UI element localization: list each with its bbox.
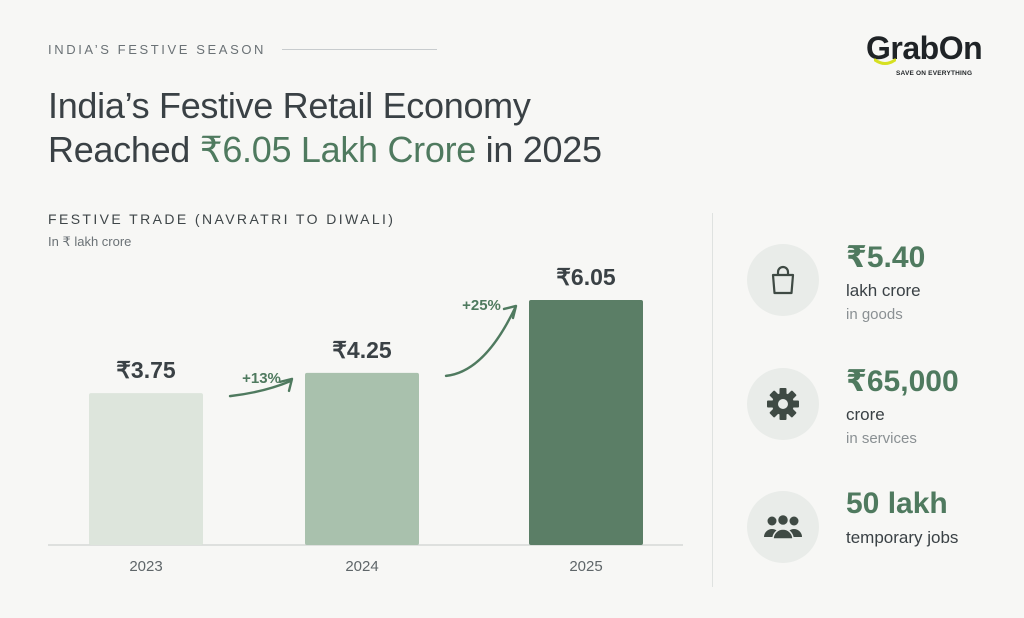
title-line-1: India’s Festive Retail Economy xyxy=(48,85,531,126)
title-line-2-pre: Reached xyxy=(48,129,200,170)
stat-value: 50 lakh xyxy=(846,487,948,520)
bar-chart: ₹3.75 2023 ₹4.25 2024 ₹6.05 2025 +13% +25% xyxy=(48,264,683,575)
chart-title: FESTIVE TRADE (NAVRATRI TO DIWALI) xyxy=(48,211,396,227)
stat-unit: temporary jobs xyxy=(846,528,959,547)
growth-arrow-2 xyxy=(444,306,517,378)
stat-jobs: 50 lakh temporary jobs xyxy=(747,487,1007,567)
growth-arrow-1 xyxy=(228,379,293,398)
growth-label-1: +13% xyxy=(242,370,281,387)
chart-subtitle: In ₹ lakh crore xyxy=(48,234,132,249)
logo-wordmark: GrabOn xyxy=(866,30,983,66)
stat-services: ₹65,000 crore in services xyxy=(747,365,1007,447)
logo-swoosh-icon xyxy=(874,58,896,65)
logo-tagline: SAVE ON EVERYTHING xyxy=(896,70,973,77)
title-highlight: ₹6.05 Lakh Crore xyxy=(199,129,477,170)
bar-2023 xyxy=(89,393,203,545)
page-title: India’s Festive Retail Economy Reached ₹… xyxy=(48,84,602,172)
divider xyxy=(712,213,713,587)
title-line-2-post: in 2025 xyxy=(475,129,602,170)
bar-2025 xyxy=(529,299,643,545)
eyebrow-rule xyxy=(282,49,437,50)
data-label-2023: ₹3.75 xyxy=(116,357,176,383)
growth-arrowhead-1 xyxy=(278,377,294,393)
stat-note: in services xyxy=(846,430,917,447)
stat-unit: lakh crore xyxy=(846,281,921,300)
x-tick-label-2025: 2025 xyxy=(569,558,602,575)
people-icon xyxy=(764,513,802,540)
stat-icon-circle xyxy=(747,491,819,563)
grabon-logo: GrabOn SAVE ON EVERYTHING xyxy=(866,30,996,82)
stat-icon-circle xyxy=(747,244,819,316)
data-label-2025: ₹6.05 xyxy=(556,264,616,290)
stat-icon-circle xyxy=(747,368,819,440)
gear-icon xyxy=(767,388,799,420)
stat-value: ₹5.40 xyxy=(846,241,926,274)
stat-value: ₹65,000 xyxy=(846,365,959,398)
eyebrow-label: INDIA’S FESTIVE SEASON xyxy=(48,42,267,57)
x-tick-label-2024: 2024 xyxy=(345,558,378,575)
bar-2024 xyxy=(305,372,419,545)
growth-label-2: +25% xyxy=(462,297,501,314)
growth-arrowhead-2 xyxy=(502,304,518,320)
data-label-2024: ₹4.25 xyxy=(332,337,392,363)
stat-note: in goods xyxy=(846,306,903,323)
x-tick-label-2023: 2023 xyxy=(129,558,162,575)
stat-goods: ₹5.40 lakh crore in goods xyxy=(747,241,1007,323)
stat-unit: crore xyxy=(846,405,885,424)
shopping-bag-icon xyxy=(771,265,795,295)
